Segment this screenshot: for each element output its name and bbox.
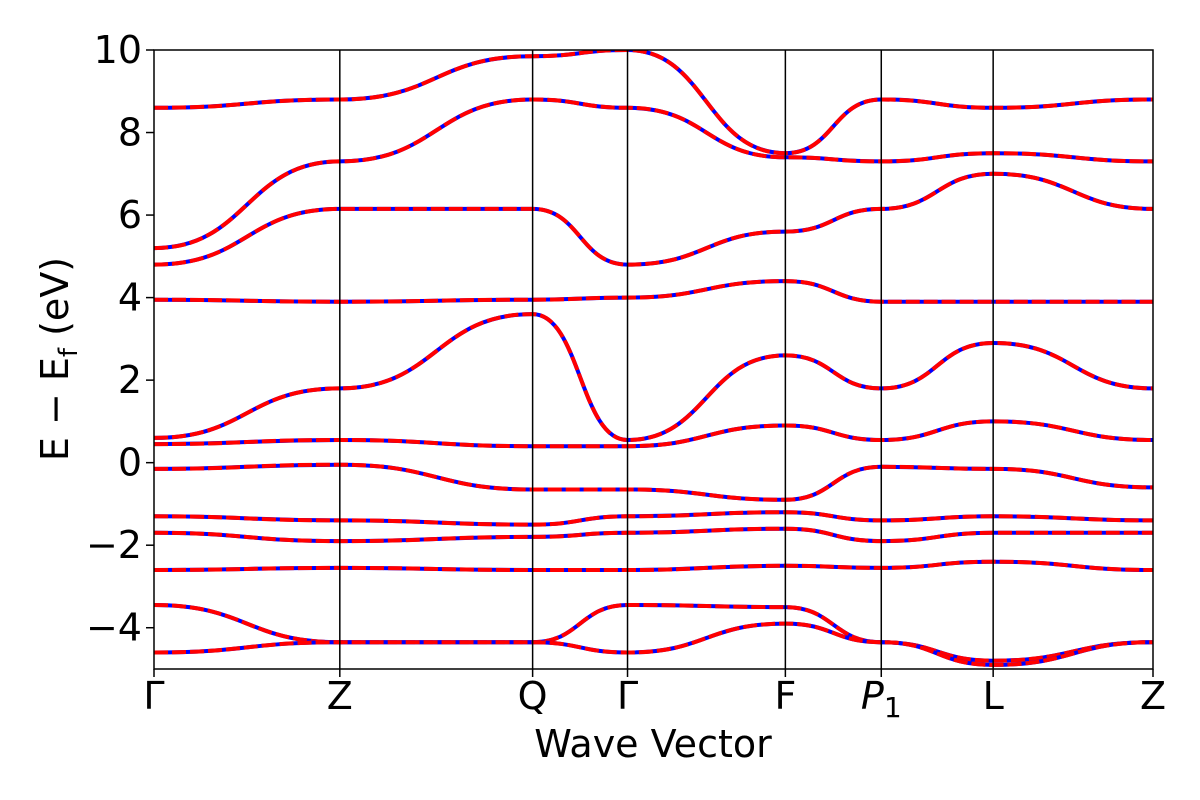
kpoint-label: L — [983, 674, 1004, 718]
kpoint-label: Z — [327, 674, 353, 718]
y-axis-label-sub: f — [54, 347, 84, 357]
kpoint-label: Z — [1140, 674, 1166, 718]
y-tick-label: 4 — [118, 276, 142, 320]
plot-frame — [153, 49, 1154, 670]
kpoint-label: P — [861, 674, 884, 718]
x-tick-label: Q — [518, 674, 548, 718]
y-axis-label-main: E − E — [33, 357, 77, 461]
band-line-dashed — [154, 171, 1153, 267]
x-tick-label: Γ — [617, 674, 638, 718]
y-tick-label: 0 — [118, 441, 142, 485]
kpoint-label: Q — [518, 674, 548, 718]
high-symmetry-lines — [339, 50, 994, 669]
y-axis-label: E − Ef (eV) — [33, 257, 84, 461]
x-tick-label: L — [983, 674, 1004, 718]
kpoint-label: Γ — [617, 674, 638, 718]
x-tick-label: P1 — [861, 674, 902, 724]
band-line-dashed — [154, 50, 1153, 156]
y-axis-ticks: −4 −2 0 2 4 6 8 10 — [86, 28, 154, 650]
band-line-dashed — [154, 462, 1153, 502]
band-line-dashed — [154, 419, 1153, 449]
y-tick-label: 10 — [94, 28, 142, 72]
kpoint-label: Γ — [143, 674, 164, 718]
y-axis-label-unit: (eV) — [33, 257, 77, 348]
x-tick-label: Γ — [143, 674, 164, 718]
y-tick-label: 6 — [118, 193, 142, 237]
x-tick-label: Z — [327, 674, 353, 718]
plot-background — [154, 50, 1153, 669]
y-tick-label: −2 — [86, 523, 142, 567]
x-axis-label: Wave Vector — [534, 722, 772, 766]
y-tick-label: 2 — [118, 358, 142, 402]
band-line-dashed — [154, 97, 1153, 251]
x-tick-label: Z — [1140, 674, 1166, 718]
band-line-dashed — [154, 312, 1153, 443]
kpoint-label-sub: 1 — [884, 691, 902, 724]
y-tick-label: −4 — [86, 606, 142, 650]
x-axis-ticks: Γ Z Q Γ F P1 L Z — [143, 669, 1166, 724]
y-tick-label: 8 — [118, 111, 142, 155]
x-tick-label: F — [774, 674, 796, 718]
kpoint-label: F — [774, 674, 796, 718]
